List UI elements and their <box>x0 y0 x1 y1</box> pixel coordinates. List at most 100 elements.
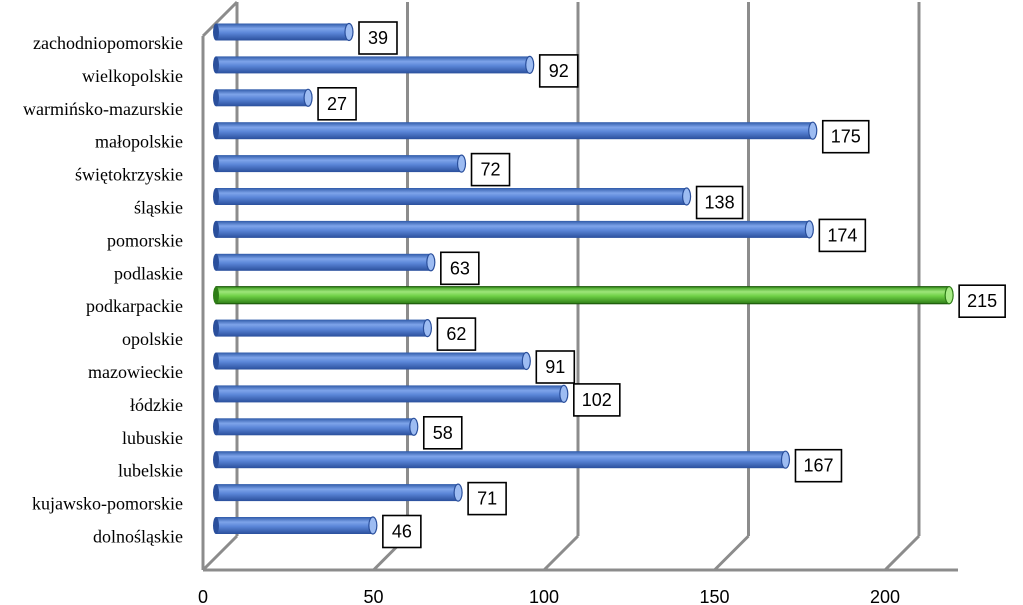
category-label: kujawsko-pomorskie <box>32 494 183 514</box>
category-label: wielkopolskie <box>82 66 183 86</box>
data-label: 92 <box>549 61 569 81</box>
bar <box>213 220 814 239</box>
bar-cap-right <box>409 417 419 436</box>
bar-body <box>216 188 687 205</box>
bar <box>213 384 569 403</box>
data-label-box <box>470 152 511 187</box>
bar-cap-left <box>213 451 219 469</box>
bar <box>213 483 463 502</box>
bar-cap-right <box>303 88 313 107</box>
data-label-box <box>821 119 870 154</box>
bar-cap-right <box>453 483 463 502</box>
data-label-box <box>436 317 477 351</box>
category-label: śląskie <box>134 198 183 218</box>
bar-cap-left <box>213 122 219 140</box>
bar-cap-right <box>521 351 531 371</box>
category-label: podkarpackie <box>86 296 183 316</box>
bar <box>213 319 433 338</box>
data-label: 63 <box>450 258 470 278</box>
bar-cap-right <box>780 450 791 469</box>
bar-cap-right <box>344 22 354 42</box>
data-label: 72 <box>481 160 501 180</box>
bar-cap-right <box>368 516 378 535</box>
bar-body <box>216 385 564 403</box>
bar-cap-right <box>944 286 954 305</box>
bar-cap-left <box>213 319 219 337</box>
data-label: 71 <box>477 489 497 509</box>
data-label: 46 <box>392 522 412 542</box>
bar <box>213 154 467 173</box>
gridline-floor <box>542 534 580 572</box>
bar-cap-left <box>213 418 219 436</box>
bar-body <box>216 253 431 271</box>
bar <box>213 351 531 371</box>
category-label: łódzkie <box>130 395 183 415</box>
bar-cap-left <box>213 23 219 41</box>
label-layer: 0 50 100 150 200 zachodniopomorskie 39 wielkopo… <box>23 21 1006 605</box>
category-label: zachodniopomorskie <box>33 33 183 53</box>
data-label-box <box>818 218 867 253</box>
bar <box>213 516 378 535</box>
bar-body <box>216 220 810 238</box>
data-label: 175 <box>831 127 861 147</box>
data-label: 91 <box>545 357 565 377</box>
bar-cap-left <box>213 385 219 403</box>
bar <box>213 88 313 107</box>
gridline-floor <box>883 534 921 572</box>
category-label: warmińsko-mazurskie <box>23 99 183 119</box>
data-label-box <box>958 284 1006 319</box>
data-label-box <box>573 383 621 417</box>
data-label: 138 <box>705 193 735 213</box>
bar <box>213 22 354 42</box>
data-label: 174 <box>827 225 857 245</box>
data-label-box <box>358 21 398 55</box>
bar <box>213 121 818 140</box>
bar-cap-left <box>213 352 219 370</box>
category-label: podlaskie <box>114 263 183 283</box>
data-label: 58 <box>433 423 453 443</box>
data-label-box <box>317 87 357 121</box>
bar-body <box>216 319 428 337</box>
bar-cap-left <box>213 286 219 304</box>
data-label-box <box>422 415 463 450</box>
bar-cap-right <box>681 187 692 206</box>
bar-cap-left <box>213 89 219 107</box>
category-label: mazowieckie <box>88 362 183 382</box>
bar-cap-right <box>422 319 433 338</box>
data-label-box <box>538 54 579 88</box>
bar-cap-left <box>213 220 219 238</box>
data-label: 102 <box>582 390 612 410</box>
data-label-box <box>695 185 744 220</box>
bar-body <box>216 418 414 436</box>
gridline-floor <box>713 534 750 572</box>
data-label-box <box>535 350 576 384</box>
data-label: 27 <box>327 94 347 114</box>
bar-cap-right <box>426 253 436 272</box>
grid-layer <box>201 0 958 572</box>
bar <box>213 417 419 436</box>
bar-body <box>216 56 530 74</box>
bar-body <box>216 517 373 534</box>
category-label: lubelskie <box>118 461 183 481</box>
bar-body <box>216 451 786 469</box>
data-label-box <box>794 448 843 483</box>
x-tick-label: 200 <box>870 587 900 605</box>
bar-body <box>216 484 459 502</box>
data-label-box <box>440 251 480 286</box>
bar-body <box>216 23 349 41</box>
data-label-box <box>382 514 422 549</box>
category-label: świętokrzyskie <box>75 165 183 185</box>
bar-layer <box>213 22 954 535</box>
x-tick-label: 150 <box>699 587 729 605</box>
bar-cap-left <box>213 253 219 271</box>
bar-cap-right <box>559 384 569 403</box>
bar-body <box>215 286 950 305</box>
left-wall-top-edge <box>201 0 239 38</box>
category-label: opolskie <box>122 329 183 349</box>
bar-cap-left <box>213 56 219 74</box>
bar-body <box>216 155 462 173</box>
data-label: 39 <box>368 28 388 48</box>
data-label-box <box>467 481 507 516</box>
category-label: lubuskie <box>122 428 183 448</box>
